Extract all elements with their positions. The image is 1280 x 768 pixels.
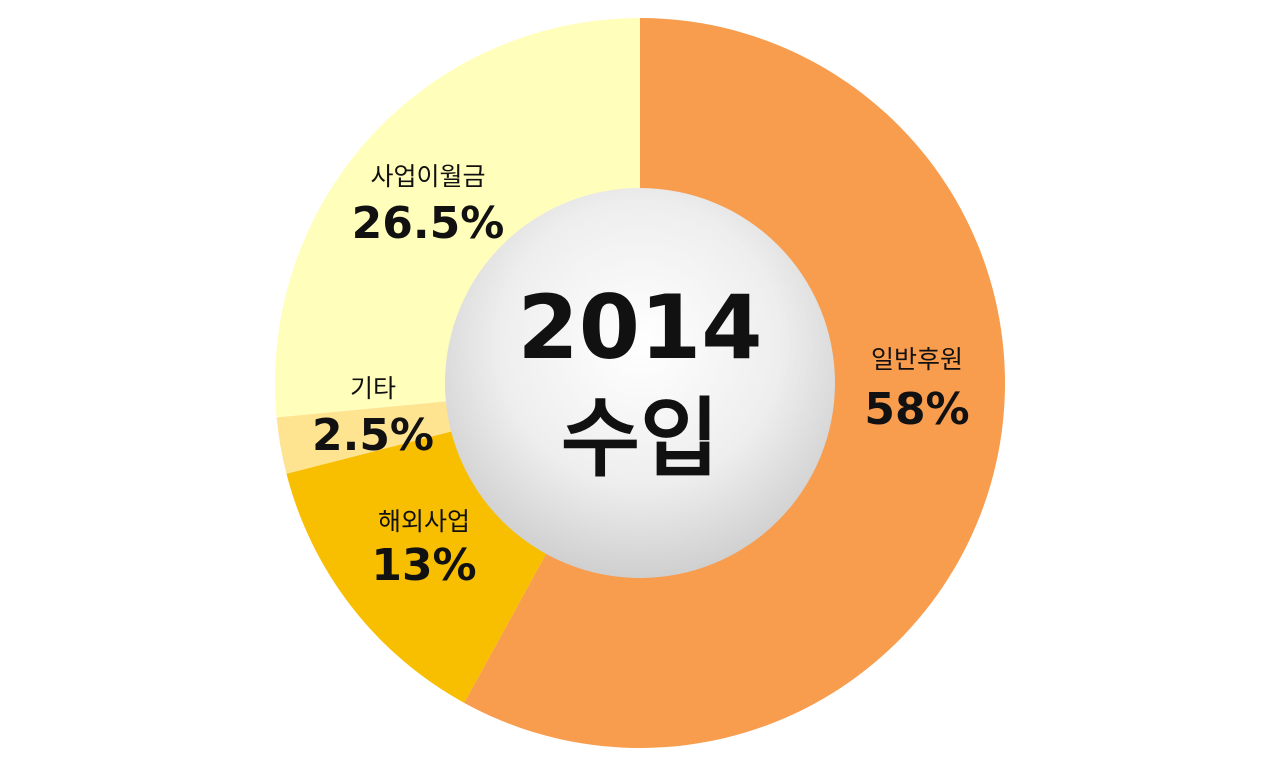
slice-name-label-3: 기타 [350,374,396,403]
slice-value-label-3: 2.5% [312,410,434,461]
slice-name-label-1: 일반후원 [871,345,963,374]
center-year-label: 2014 [518,276,763,379]
slice-value-label-1: 58% [864,384,969,435]
slice-name-label-2: 해외사업 [378,507,470,536]
slice-value-label-2: 13% [371,540,476,591]
labels-group: 일반후원 58% 해외사업 13% 기타 2.5% 사업이월금 26.5% [312,162,970,591]
center-disc [445,188,835,578]
slice-value-label-4: 26.5% [352,198,505,249]
center-caption-label: 수입 [561,389,719,489]
slice-name-label-4: 사업이월금 [370,162,485,191]
